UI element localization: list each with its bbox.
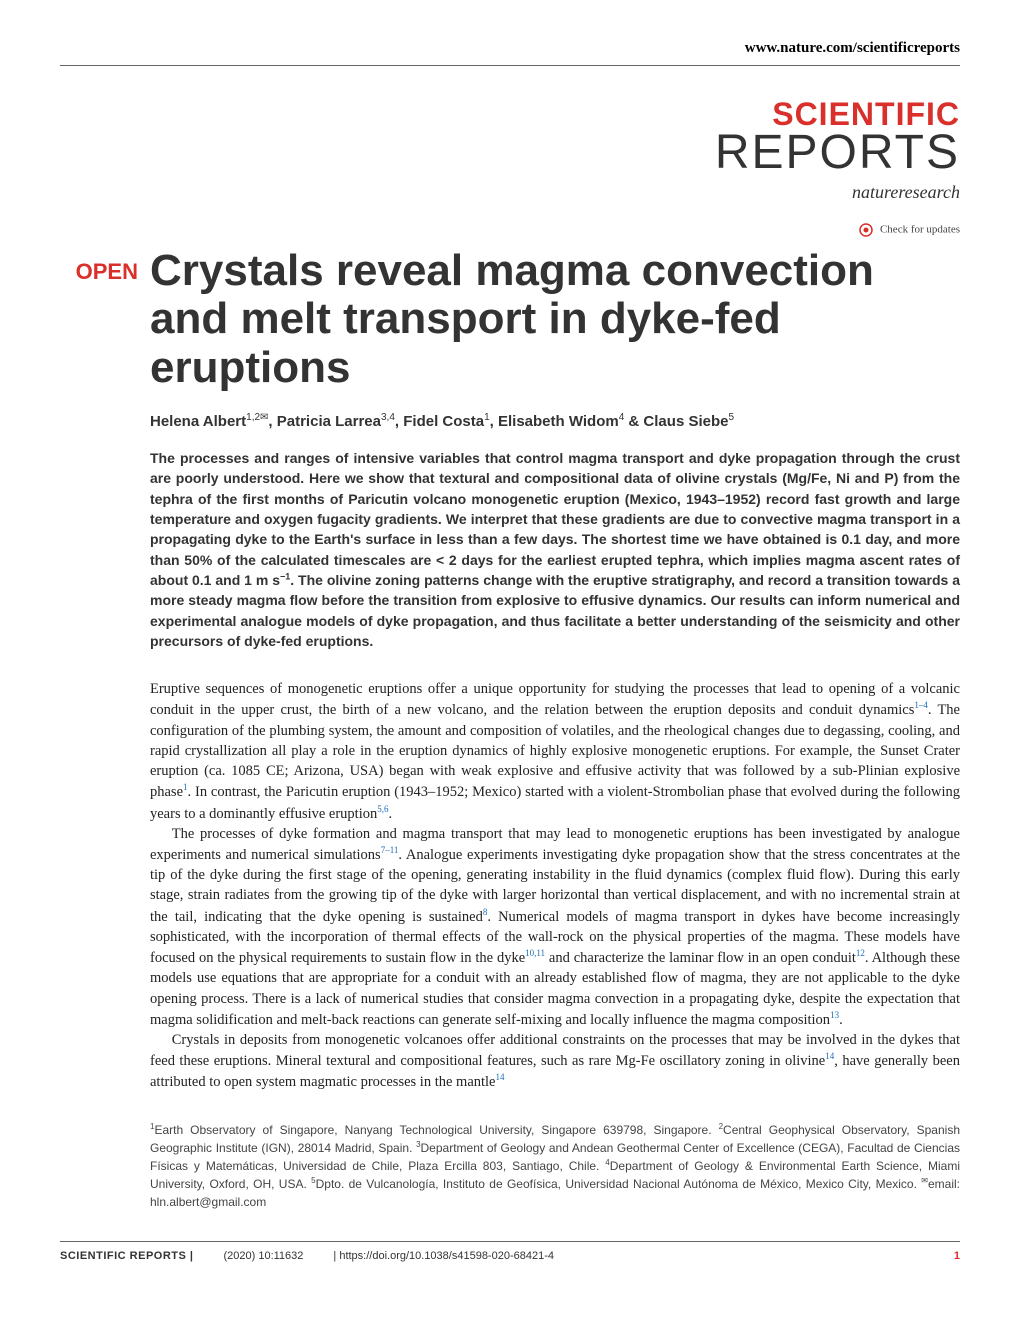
open-access-badge: OPEN — [60, 247, 150, 392]
title-block: OPEN Crystals reveal magma convection an… — [60, 247, 960, 392]
paragraph-1: Eruptive sequences of monogenetic erupti… — [150, 679, 960, 824]
footer-journal: SCIENTIFIC REPORTS | — [60, 1250, 193, 1262]
paragraph-3: Crystals in deposits from monogenetic vo… — [150, 1030, 960, 1093]
check-updates-label: Check for updates — [880, 224, 960, 236]
publisher-name: natureresearch — [60, 182, 960, 203]
footer-doi: | https://doi.org/10.1038/s41598-020-684… — [333, 1250, 554, 1262]
body-text: Eruptive sequences of monogenetic erupti… — [150, 679, 960, 1092]
journal-logo: SCIENTIFIC REPORTS natureresearch — [60, 96, 960, 203]
check-updates-badge[interactable]: Check for updates — [60, 223, 960, 237]
check-updates-icon — [859, 223, 873, 237]
footer-citation: (2020) 10:11632 — [223, 1250, 303, 1262]
header-rule — [60, 65, 960, 66]
abstract: The processes and ranges of intensive va… — [150, 448, 960, 651]
affiliations: 1Earth Observatory of Singapore, Nanyang… — [150, 1121, 960, 1211]
page-number: 1 — [954, 1250, 960, 1262]
paragraph-2: The processes of dyke formation and magm… — [150, 824, 960, 1030]
authors-list: Helena Albert1,2✉, Patricia Larrea3,4, F… — [150, 412, 960, 430]
journal-name-bottom: REPORTS — [60, 125, 960, 180]
header-url: www.nature.com/scientificreports — [60, 40, 960, 57]
article-title: Crystals reveal magma convection and mel… — [150, 247, 960, 392]
footer: SCIENTIFIC REPORTS | (2020) 10:11632 | h… — [60, 1241, 960, 1262]
